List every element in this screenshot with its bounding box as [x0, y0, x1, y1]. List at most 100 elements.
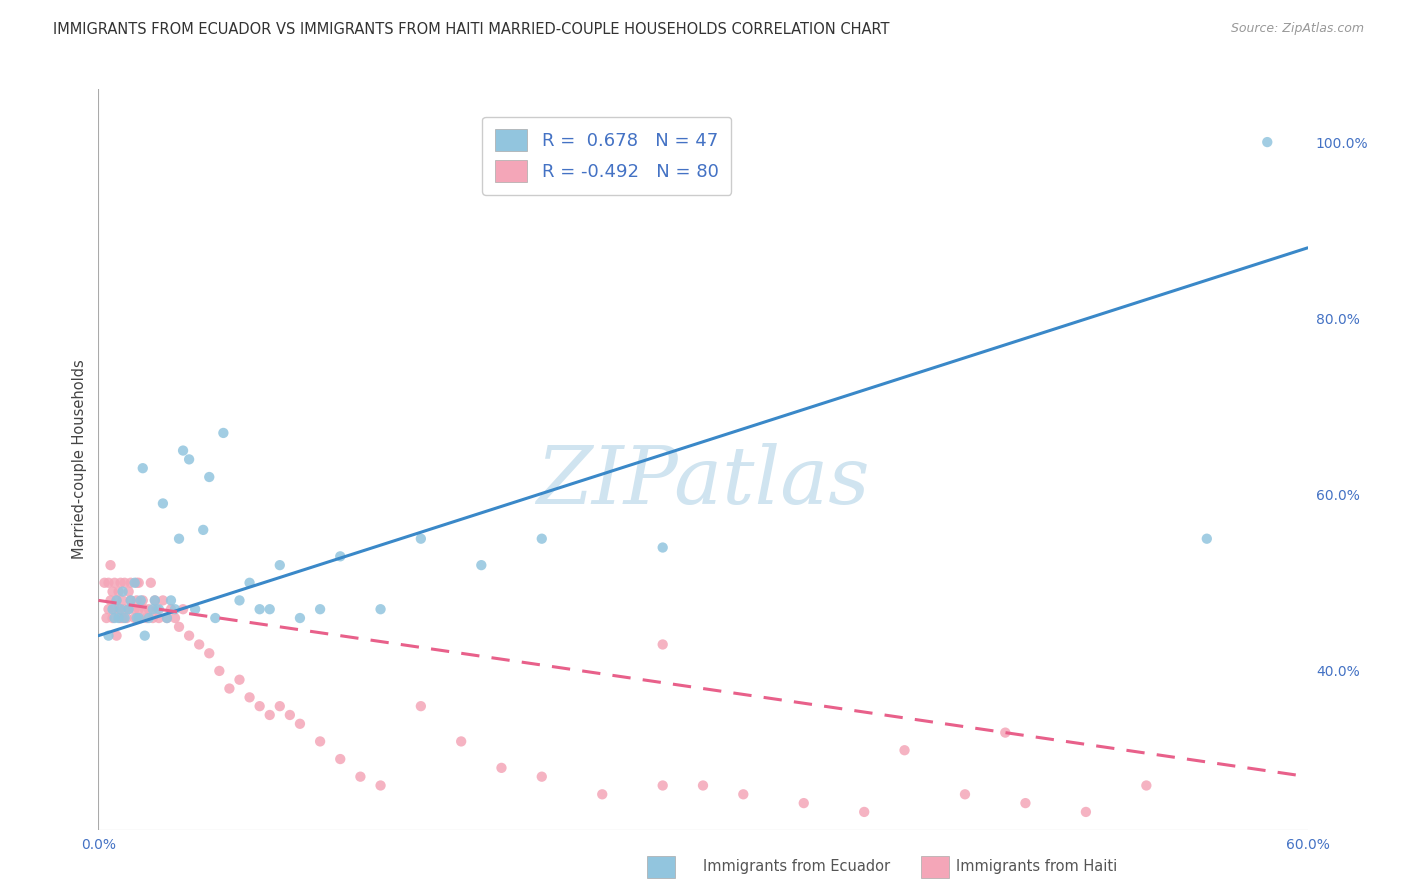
Point [143, 593, 166, 607]
Point [118, 602, 141, 616]
Point [409, 699, 432, 714]
Point [288, 611, 311, 625]
Text: IMMIGRANTS FROM ECUADOR VS IMMIGRANTS FROM HAITI MARRIED-COUPLE HOUSEHOLDS CORRE: IMMIGRANTS FROM ECUADOR VS IMMIGRANTS FR… [53, 22, 890, 37]
Point [134, 602, 156, 616]
Point [329, 549, 352, 564]
Point [93, 575, 115, 590]
Point [110, 575, 132, 590]
Point [179, 452, 201, 467]
Point [148, 611, 170, 625]
Point [218, 681, 240, 696]
Point [184, 602, 207, 616]
Point [110, 602, 132, 616]
Point [97, 575, 120, 590]
Point [114, 602, 136, 616]
Point [167, 532, 190, 546]
Point [530, 532, 553, 546]
Point [129, 611, 152, 625]
Point [120, 593, 142, 607]
Point [349, 770, 371, 784]
Point [132, 461, 155, 475]
Point [172, 602, 194, 616]
Point [1074, 805, 1097, 819]
Point [193, 523, 215, 537]
Point [228, 673, 250, 687]
Point [278, 708, 301, 723]
Point [128, 575, 150, 590]
Point [198, 646, 221, 660]
Legend: R =  0.678   N = 47, R = -0.492   N = 80: R = 0.678 N = 47, R = -0.492 N = 80 [482, 117, 731, 195]
Point [188, 637, 211, 651]
Point [269, 699, 291, 714]
Point [853, 805, 876, 819]
Point [101, 584, 124, 599]
Point [163, 611, 186, 625]
Point [651, 637, 673, 651]
Point [370, 779, 392, 793]
Point [249, 602, 271, 616]
Point [152, 593, 174, 607]
Point [138, 602, 160, 616]
Point [591, 787, 613, 801]
Point [1256, 135, 1278, 149]
Point [111, 584, 134, 599]
Point [115, 611, 138, 625]
Point [132, 593, 155, 607]
Point [204, 611, 226, 625]
Point [994, 725, 1017, 739]
Point [129, 593, 152, 607]
Point [1195, 532, 1218, 546]
Point [167, 620, 190, 634]
Point [651, 779, 673, 793]
Point [146, 602, 169, 616]
Point [893, 743, 915, 757]
Point [491, 761, 513, 775]
Point [143, 593, 166, 607]
Point [118, 584, 141, 599]
Point [124, 611, 146, 625]
Point [107, 602, 129, 616]
Point [156, 611, 179, 625]
Point [138, 611, 160, 625]
Point [135, 611, 157, 625]
Point [450, 734, 472, 748]
Point [259, 708, 281, 723]
Point [101, 602, 124, 616]
Text: Source: ZipAtlas.com: Source: ZipAtlas.com [1230, 22, 1364, 36]
Point [124, 575, 146, 590]
Point [105, 593, 128, 607]
Point [228, 593, 250, 607]
Point [97, 602, 120, 616]
Point [212, 425, 235, 440]
Point [148, 602, 170, 616]
Point [107, 584, 129, 599]
Point [152, 496, 174, 510]
Point [96, 611, 118, 625]
Point [198, 470, 221, 484]
Point [120, 575, 142, 590]
Point [103, 611, 125, 625]
Point [107, 611, 129, 625]
Point [111, 593, 134, 607]
Point [128, 602, 150, 616]
Point [114, 575, 136, 590]
Point [124, 602, 146, 616]
Point [259, 602, 281, 616]
Point [309, 602, 332, 616]
Point [128, 611, 150, 625]
Point [110, 611, 132, 625]
Point [208, 664, 231, 678]
Text: Immigrants from Haiti: Immigrants from Haiti [956, 859, 1118, 873]
Point [733, 787, 755, 801]
Point [120, 593, 142, 607]
Point [370, 602, 392, 616]
Point [651, 541, 673, 555]
Text: ZIPatlas: ZIPatlas [536, 442, 870, 520]
Point [239, 690, 262, 705]
Point [118, 602, 141, 616]
Y-axis label: Married-couple Households: Married-couple Households [72, 359, 87, 559]
Point [100, 558, 122, 573]
Point [1135, 779, 1157, 793]
Point [101, 611, 124, 625]
Point [239, 575, 262, 590]
